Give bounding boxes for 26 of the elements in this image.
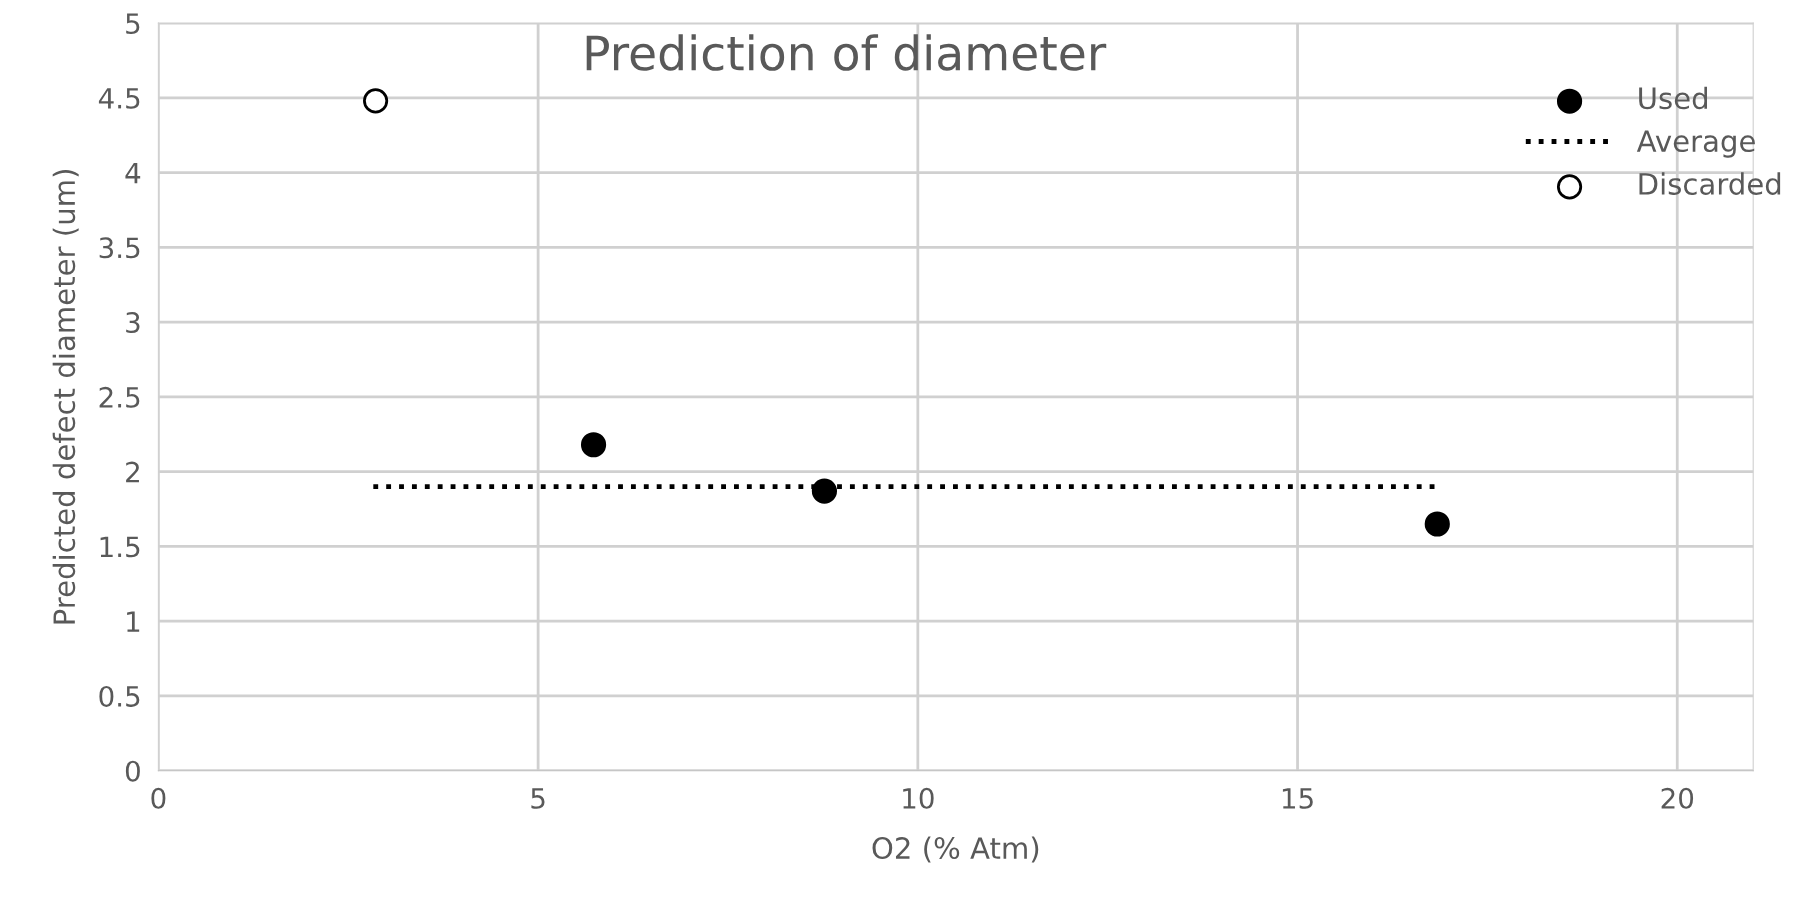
x-axis-title: O2 (% Atm) xyxy=(872,836,1039,863)
y-tick-label: 0.5 xyxy=(99,685,140,707)
point xyxy=(580,432,607,458)
chart-title: Prediction of diameter xyxy=(586,34,1107,71)
y-tick-label: 3 xyxy=(126,312,140,334)
x-tick-label: 15 xyxy=(1282,788,1313,809)
y-tick-label: 2 xyxy=(126,461,139,483)
point xyxy=(811,478,838,504)
y-tick-label: 5 xyxy=(126,13,140,35)
legend-label: Discarded xyxy=(1639,172,1781,195)
point xyxy=(1424,511,1450,537)
y-tick-label: 4.5 xyxy=(98,88,140,109)
y-axis-title: Predicted defect diameter (um) xyxy=(52,170,79,624)
y-tick-label: 2.5 xyxy=(99,386,140,408)
y-tick-label: 4 xyxy=(125,162,141,184)
y-tick-label: 3.5 xyxy=(99,237,140,259)
point xyxy=(363,88,389,114)
legend-label: Used xyxy=(1639,86,1707,110)
y-tick-label: 0 xyxy=(125,760,140,782)
x-tick-label: 0 xyxy=(151,787,166,809)
x-tick-label: 20 xyxy=(1661,787,1694,809)
y-tick-label: 1 xyxy=(127,611,140,632)
y-tick-label: 1.5 xyxy=(100,536,140,558)
x-tick-label: 10 xyxy=(903,787,934,809)
x-tick-label: 5 xyxy=(531,788,545,809)
legend-label: Average xyxy=(1636,130,1755,158)
